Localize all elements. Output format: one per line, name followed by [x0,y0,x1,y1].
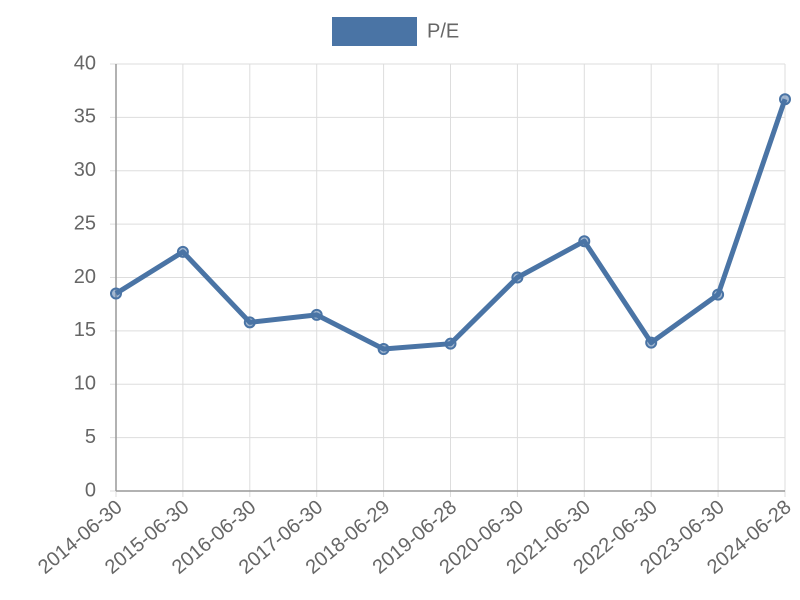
y-tick-label: 35 [74,106,96,128]
y-tick-label: 0 [85,479,96,501]
y-tick-label: 25 [74,212,96,234]
point [645,336,658,349]
y-tick-label: 10 [74,373,96,395]
point [712,288,725,301]
legend-label: P/E [427,20,459,42]
y-tick-label: 5 [85,426,96,448]
point [578,235,591,248]
point [444,337,457,350]
legend-swatch [332,17,417,46]
point [243,316,256,329]
y-tick-label: 15 [74,319,96,341]
y-tick-label: 30 [74,159,96,181]
point [110,287,122,300]
point [310,308,323,321]
point [377,343,390,356]
point [511,271,524,284]
y-tick-label: 40 [74,52,96,74]
y-tick-label: 20 [74,266,96,288]
point [779,93,791,106]
point [176,245,189,258]
